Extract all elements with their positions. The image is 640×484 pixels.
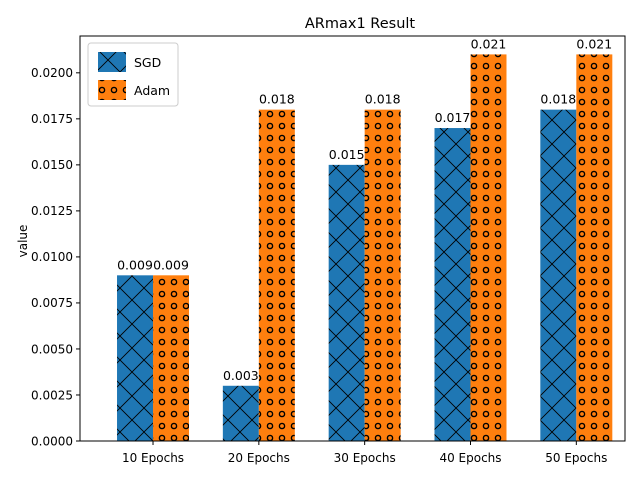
data-label: 0.009 bbox=[153, 257, 189, 272]
bar-adam-2 bbox=[258, 109, 295, 442]
data-label: 0.015 bbox=[329, 147, 365, 162]
x-tick-label: 30 Epochs bbox=[334, 451, 396, 465]
data-label: 0.021 bbox=[576, 36, 612, 51]
bar-sgd-4 bbox=[434, 128, 471, 441]
legend-swatch-sgd bbox=[98, 52, 126, 72]
data-label: 0.018 bbox=[365, 92, 401, 107]
y-tick-label: 0.0025 bbox=[31, 388, 73, 402]
y-tick-label: 0.0075 bbox=[31, 296, 73, 310]
y-tick-label: 0.0150 bbox=[31, 158, 73, 172]
legend-swatch-adam bbox=[98, 80, 126, 100]
plot-area: 0.009 0.009 10 Epochs 0.003 0.018 20 Epochs 0.… bbox=[31, 35, 626, 465]
bar-adam-3 bbox=[364, 109, 401, 442]
bar-sgd-1 bbox=[117, 275, 154, 441]
bar-adam-4 bbox=[470, 54, 507, 442]
bar-adam-1 bbox=[153, 275, 190, 441]
data-label: 0.018 bbox=[540, 92, 576, 107]
x-tick-label: 20 Epochs bbox=[228, 451, 290, 465]
data-label: 0.021 bbox=[471, 36, 507, 51]
y-tick-label: 0.0000 bbox=[31, 434, 73, 448]
y-axis-label: value bbox=[16, 225, 30, 258]
bar-sgd-3 bbox=[328, 164, 365, 441]
bar-sgd-5 bbox=[540, 109, 577, 442]
chart-title: ARmax1 Result bbox=[305, 16, 416, 32]
y-tick-label: 0.0200 bbox=[31, 66, 73, 80]
y-tick-label: 0.0100 bbox=[31, 250, 73, 264]
x-tick-label: 10 Epochs bbox=[122, 451, 184, 465]
x-tick-label: 50 Epochs bbox=[545, 451, 607, 465]
data-label: 0.018 bbox=[259, 92, 295, 107]
data-label: 0.003 bbox=[223, 368, 259, 383]
y-tick-label: 0.0050 bbox=[31, 342, 73, 356]
legend-label-adam: Adam bbox=[134, 83, 170, 98]
x-tick-label: 40 Epochs bbox=[439, 451, 501, 465]
bar-adam-5 bbox=[576, 54, 613, 442]
data-label: 0.009 bbox=[117, 257, 153, 272]
y-tick-label: 0.0125 bbox=[31, 204, 73, 218]
legend-label-sgd: SGD bbox=[134, 55, 161, 70]
y-tick-label: 0.0175 bbox=[31, 112, 73, 126]
data-label: 0.017 bbox=[435, 110, 471, 125]
bar-sgd-2 bbox=[222, 385, 259, 441]
axes-frame bbox=[79, 35, 626, 442]
legend: SGD Adam bbox=[87, 42, 179, 107]
